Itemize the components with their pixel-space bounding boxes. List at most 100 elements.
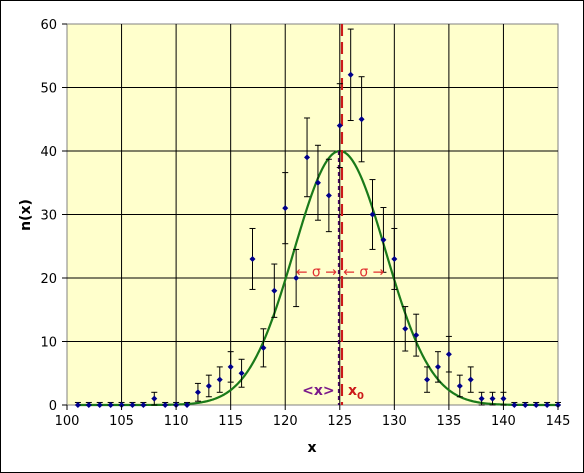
marker-116 bbox=[238, 370, 245, 377]
marker-131 bbox=[402, 325, 409, 332]
marker-118 bbox=[260, 344, 267, 351]
marker-138 bbox=[478, 395, 485, 402]
data-point-115 bbox=[227, 351, 234, 383]
marker-140 bbox=[500, 395, 507, 402]
x-tick-label-100: 100 bbox=[55, 414, 80, 429]
y-tick-label-10: 10 bbox=[40, 336, 57, 351]
data-point-142 bbox=[522, 401, 529, 408]
x-tick-label-130: 130 bbox=[382, 414, 407, 429]
data-point-128 bbox=[369, 179, 376, 250]
data-point-106 bbox=[129, 401, 136, 408]
marker-112 bbox=[194, 389, 201, 396]
data-point-133 bbox=[424, 366, 431, 393]
marker-130 bbox=[391, 255, 398, 262]
data-point-107 bbox=[140, 401, 147, 408]
marker-115 bbox=[227, 363, 234, 370]
tick-labels: 100 105 110 115 120 125 130 135 140 145 0 10 20 30 40 5… bbox=[40, 18, 570, 429]
marker-135 bbox=[445, 351, 452, 358]
marker-104 bbox=[107, 402, 114, 408]
marker-142 bbox=[522, 402, 529, 408]
marker-136 bbox=[456, 382, 463, 389]
data-point-103 bbox=[96, 401, 103, 408]
data-point-136 bbox=[456, 374, 463, 398]
x-tick-label-105: 105 bbox=[109, 414, 134, 429]
y-tick-label-60: 60 bbox=[40, 18, 57, 33]
marker-107 bbox=[140, 402, 147, 408]
x-tick-label-115: 115 bbox=[218, 414, 243, 429]
y-tick-label-40: 40 bbox=[40, 145, 57, 160]
x-tick-label-140: 140 bbox=[491, 414, 516, 429]
y-tick-label-50: 50 bbox=[40, 82, 57, 97]
marker-111 bbox=[184, 402, 191, 408]
marker-126 bbox=[347, 71, 354, 78]
marker-134 bbox=[434, 363, 441, 370]
data-point-104 bbox=[107, 401, 114, 408]
marker-101 bbox=[74, 402, 81, 408]
data-point-102 bbox=[85, 401, 92, 408]
y-tick-label-20: 20 bbox=[40, 272, 57, 287]
marker-137 bbox=[467, 376, 474, 383]
marker-133 bbox=[424, 376, 431, 383]
x-tick-label-145: 145 bbox=[546, 414, 571, 429]
data-point-135 bbox=[445, 335, 452, 373]
marker-132 bbox=[413, 332, 420, 339]
data-point-109 bbox=[162, 401, 169, 408]
sigma-right-label: ← σ → bbox=[343, 265, 385, 281]
x-tick-label-120: 120 bbox=[273, 414, 298, 429]
y-tick-label-30: 30 bbox=[40, 209, 57, 224]
x0-label-subscript: 0 bbox=[357, 391, 364, 402]
data-point-125 bbox=[336, 83, 343, 169]
marker-102 bbox=[85, 402, 92, 408]
data-point-118 bbox=[260, 328, 267, 368]
marker-121 bbox=[293, 275, 300, 281]
data-point-140 bbox=[500, 391, 507, 406]
marker-114 bbox=[216, 376, 223, 383]
marker-124 bbox=[325, 192, 332, 199]
x0-label-main: x bbox=[348, 383, 357, 399]
marker-108 bbox=[151, 395, 158, 402]
marker-125 bbox=[336, 122, 343, 129]
marker-123 bbox=[314, 179, 321, 186]
data-point-120 bbox=[282, 172, 289, 245]
x-tick-label-125: 125 bbox=[327, 414, 352, 429]
data-point-101 bbox=[74, 401, 81, 408]
data-point-130 bbox=[391, 227, 398, 290]
data-point-113 bbox=[205, 374, 212, 398]
data-point-129 bbox=[380, 207, 387, 273]
marker-141 bbox=[511, 402, 518, 408]
data-point-117 bbox=[249, 227, 256, 290]
marker-113 bbox=[205, 382, 212, 389]
marker-139 bbox=[489, 395, 496, 402]
mean-label: <x> bbox=[302, 383, 335, 399]
sigma-left-label: ← σ → bbox=[296, 265, 338, 281]
x-tick-label-110: 110 bbox=[164, 414, 189, 429]
marker-117 bbox=[249, 255, 256, 262]
data-point-143 bbox=[533, 401, 540, 408]
marker-109 bbox=[162, 402, 169, 408]
data-point-138 bbox=[478, 391, 485, 406]
data-point-108 bbox=[151, 391, 158, 406]
data-point-126 bbox=[347, 28, 354, 122]
data-point-141 bbox=[511, 401, 518, 408]
x-tick-label-135: 135 bbox=[436, 414, 461, 429]
reference-lines bbox=[337, 24, 344, 405]
marker-106 bbox=[129, 402, 136, 408]
y-tick-label-0: 0 bbox=[49, 399, 57, 414]
marker-127 bbox=[358, 116, 365, 123]
data-point-139 bbox=[489, 391, 496, 406]
marker-122 bbox=[304, 154, 311, 161]
x0-label: x0 bbox=[348, 383, 364, 402]
data-point-144 bbox=[544, 401, 551, 408]
data-point-123 bbox=[314, 144, 321, 221]
data-points-layer bbox=[74, 28, 561, 408]
data-point-124 bbox=[325, 158, 332, 233]
data-point-114 bbox=[216, 366, 223, 393]
data-point-131 bbox=[402, 306, 409, 352]
marker-143 bbox=[533, 402, 540, 408]
y-axis-title: n(x) bbox=[18, 199, 34, 231]
data-point-127 bbox=[358, 76, 365, 163]
marker-119 bbox=[271, 287, 278, 294]
marker-128 bbox=[369, 211, 376, 218]
data-point-116 bbox=[238, 358, 245, 388]
